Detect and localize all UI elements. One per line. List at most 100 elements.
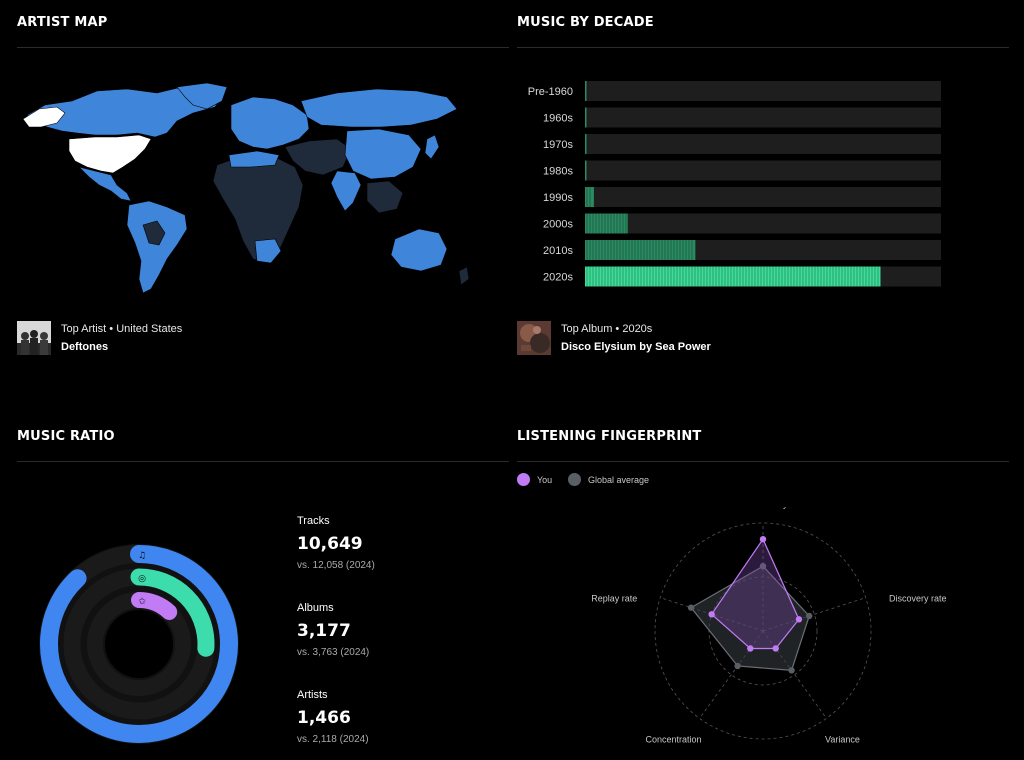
listening-fingerprint-panel: LISTENING FINGERPRINT You Global average…: [517, 427, 1009, 744]
music-ratio-rings: ♫ ◎ ✩: [39, 544, 239, 744]
top-album-name[interactable]: Disco Elysium by Sea Power: [561, 341, 711, 353]
decade-bar-pre-1960[interactable]: [585, 81, 587, 101]
map-region-south-america[interactable]: [126, 200, 188, 294]
music-ratio-title: MUSIC RATIO: [17, 429, 115, 444]
legend-you-swatch: [517, 473, 530, 486]
star-icon: ✩: [138, 597, 146, 607]
decade-bar-2020s[interactable]: [585, 266, 881, 287]
music-ratio-panel: MUSIC RATIO ♫ ◎ ✩ Tracks 10,649 vs. 12,058…: [17, 427, 509, 745]
radar-point-global-average[interactable]: [806, 612, 813, 620]
ratio-ring-albums[interactable]: [63, 568, 215, 720]
disc-icon: ◎: [138, 574, 146, 584]
world-map[interactable]: [17, 75, 487, 305]
decade-bar-1970s[interactable]: [585, 134, 587, 154]
map-region-alaska[interactable]: [22, 106, 66, 128]
radar-axis-label-variance: Variance: [825, 734, 860, 744]
decade-label-1990s: 1990s: [543, 192, 573, 204]
ratio-ring-tracks[interactable]: [40, 545, 238, 743]
stat-albums: Albums 3,177 vs. 3,763 (2024): [297, 601, 497, 659]
music-by-decade-divider: [517, 47, 1009, 48]
decade-label-1960s: 1960s: [543, 113, 573, 125]
radar-axis-label-replay-rate: Replay rate: [591, 594, 637, 604]
music-ratio-divider: [17, 461, 509, 462]
map-region-new-zealand[interactable]: [458, 266, 470, 286]
stat-artists-previous: vs. 2,118 (2024): [297, 734, 369, 745]
stat-tracks-label: Tracks: [297, 515, 330, 527]
map-region-middle-east[interactable]: [284, 138, 352, 176]
stat-tracks: Tracks 10,649 vs. 12,058 (2024): [297, 514, 497, 572]
map-region-russia[interactable]: [300, 88, 458, 128]
decade-label-1980s: 1980s: [543, 166, 573, 178]
album-cover-thumbnail: [517, 321, 551, 355]
decade-bar-2010s[interactable]: [585, 240, 696, 260]
radar-point-you[interactable]: [747, 645, 754, 652]
decade-label-2020s: 2020s: [543, 272, 573, 284]
decade-bar-track-pre-1960: [585, 81, 941, 101]
decade-label-2000s: 2000s: [543, 219, 573, 231]
radar-point-you[interactable]: [795, 616, 803, 623]
listening-fingerprint-divider: [517, 461, 1009, 462]
map-region-canada[interactable]: [26, 86, 223, 138]
stat-albums-value: 3,177: [297, 621, 351, 641]
decade-label-1970s: 1970s: [543, 139, 573, 151]
artist-map-title: ARTIST MAP: [17, 15, 108, 30]
radar-area-you[interactable]: [710, 537, 800, 650]
decade-bar-2000s[interactable]: [585, 213, 628, 234]
top-album-card[interactable]: Top Album • 2020s Disco Elysium by Sea P…: [517, 321, 917, 357]
stat-artists: Artists 1,466 vs. 2,118 (2024): [297, 688, 497, 746]
map-region-africa-north[interactable]: [228, 150, 280, 168]
artist-map-divider: [17, 47, 509, 48]
stat-artists-value: 1,466: [297, 708, 351, 728]
legend-global-average-swatch: [568, 473, 581, 486]
radar-axis-label-discovery-rate: Discovery rate: [889, 594, 947, 604]
radar-point-you[interactable]: [708, 611, 715, 618]
map-region-mexico[interactable]: [78, 166, 132, 202]
map-region-europe[interactable]: [230, 96, 310, 150]
map-region-south-africa[interactable]: [254, 238, 282, 264]
band-photo-thumbnail: [17, 321, 51, 355]
decade-bar-track-2000s: [585, 213, 941, 234]
decade-label-2010s: 2010s: [543, 245, 573, 257]
ratio-ring-center: [105, 610, 173, 678]
top-artist-name[interactable]: Deftones: [61, 341, 109, 353]
artist-map-panel: ARTIST MAP: [17, 13, 509, 355]
map-region-india[interactable]: [330, 170, 362, 212]
decade-bar-1990s[interactable]: [585, 187, 594, 207]
legend-you-label: You: [537, 475, 553, 485]
top-album-caption: Top Album • 2020s: [561, 323, 653, 335]
radar-point-you[interactable]: [772, 645, 779, 652]
map-region-australia[interactable]: [390, 228, 448, 272]
top-artist-card[interactable]: Top Artist • United States Deftones: [17, 321, 417, 357]
decade-bar-track-1980s: [585, 160, 941, 181]
radar-point-global-average[interactable]: [734, 662, 741, 670]
fingerprint-radar-chart: Consistency Discovery rate Variance Concent…: [591, 507, 947, 744]
radar-point-global-average[interactable]: [687, 604, 695, 611]
legend-global-average-label: Global average: [588, 475, 650, 485]
decade-bar-1980s[interactable]: [585, 160, 587, 181]
decade-label-pre-1960: Pre-1960: [528, 86, 573, 98]
map-region-south-america-dark[interactable]: [142, 220, 166, 246]
stat-artists-label: Artists: [297, 689, 328, 701]
radar-axis-label-concentration: Concentration: [645, 734, 701, 744]
decade-bar-chart: Pre-1960 1960s 1970s 1980s 1990s 2000s 2010s 20…: [528, 81, 941, 287]
radar-point-global-average[interactable]: [788, 667, 795, 674]
map-region-united-states[interactable]: [68, 134, 152, 174]
music-by-decade-panel: MUSIC BY DECADE Pre-1960 1960s 1970s 1980s 1…: [517, 13, 1009, 355]
decade-bar-1960s[interactable]: [585, 107, 587, 128]
map-region-japan[interactable]: [424, 134, 440, 160]
radar-point-global-average[interactable]: [759, 563, 767, 570]
top-artist-caption: Top Artist • United States: [61, 323, 183, 335]
radar-point-you[interactable]: [759, 536, 767, 543]
map-region-china[interactable]: [344, 128, 422, 180]
map-region-greenland[interactable]: [176, 82, 228, 110]
stat-tracks-previous: vs. 12,058 (2024): [297, 560, 375, 571]
listening-fingerprint-title: LISTENING FINGERPRINT: [517, 429, 702, 444]
decade-bar-track-1960s: [585, 107, 941, 128]
decade-bar-track-1990s: [585, 187, 941, 207]
ratio-ring-artists[interactable]: [87, 592, 191, 696]
map-region-southeast-asia[interactable]: [366, 180, 404, 214]
radar-grid-ring: [654, 522, 872, 740]
stat-albums-previous: vs. 3,763 (2024): [297, 647, 370, 658]
decade-bar-track-1970s: [585, 134, 941, 154]
radar-axis-label-consistency: Consistency: [738, 507, 788, 509]
